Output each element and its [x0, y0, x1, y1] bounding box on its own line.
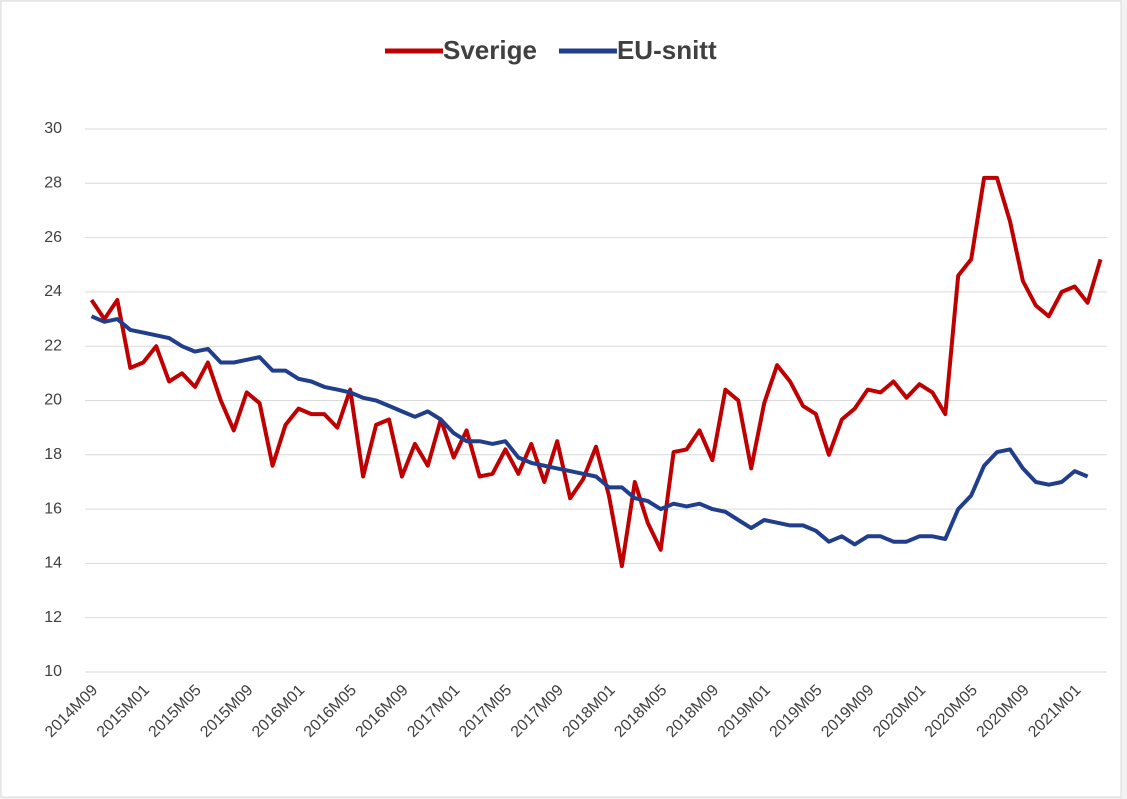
legend-label: Sverige — [443, 35, 537, 65]
y-tick-label: 24 — [44, 283, 62, 300]
y-tick-label: 30 — [44, 120, 62, 137]
y-tick-label: 18 — [44, 446, 62, 463]
y-tick-label: 16 — [44, 500, 62, 517]
y-tick-label: 12 — [44, 609, 62, 626]
y-tick-label: 28 — [44, 175, 62, 192]
y-tick-label: 26 — [44, 229, 62, 246]
series-line — [89, 175, 1103, 569]
y-tick-label: 20 — [44, 392, 62, 409]
y-tick-label: 10 — [44, 663, 62, 680]
y-tick-label: 14 — [44, 555, 62, 572]
series-line — [90, 314, 1089, 547]
y-tick-label: 22 — [44, 337, 62, 354]
legend: Sverige EU-snitt — [385, 35, 717, 65]
legend-label: EU-snitt — [617, 35, 717, 65]
